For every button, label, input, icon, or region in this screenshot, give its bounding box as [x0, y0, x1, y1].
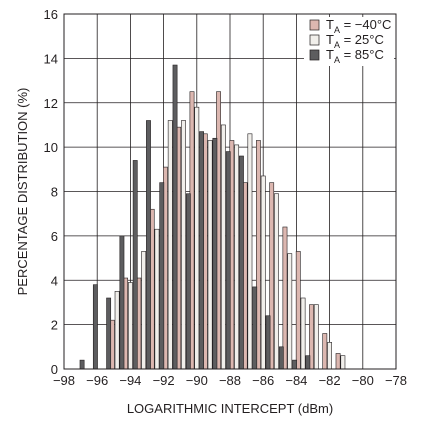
y-tick-label: 16: [44, 7, 58, 22]
x-tick-label: −86: [252, 373, 274, 388]
bar-series-3: [239, 155, 244, 370]
tick-labels: −98 −96 −94 −92 −90 −88 −86 −84 −82 −80 −78 0 2 4 6 8 10…: [44, 7, 408, 388]
bar-series-2: [114, 291, 120, 370]
bar-series-2: [207, 140, 213, 370]
x-tick-label: −94: [119, 373, 141, 388]
legend-swatch: [309, 49, 320, 61]
bar-series-1: [322, 333, 328, 370]
legend-label: TA = −40°C: [326, 17, 391, 35]
bar-series-3: [185, 193, 191, 370]
bar-series-2: [220, 124, 226, 370]
bar-series-3: [292, 359, 297, 370]
bars: [79, 64, 346, 370]
y-tick-label: 12: [44, 96, 58, 111]
bar-series-2: [340, 355, 346, 370]
x-tick-label: −92: [153, 373, 175, 388]
bar-series-2: [300, 297, 306, 370]
y-tick-label: 14: [44, 51, 58, 66]
bar-series-3: [265, 315, 271, 370]
bar-series-3: [278, 346, 284, 370]
bar-series-2: [141, 251, 147, 370]
x-tick-label: −80: [352, 373, 374, 388]
bar-series-3: [212, 137, 218, 370]
legend-swatch: [309, 34, 320, 46]
bar-series-3: [252, 286, 258, 370]
x-tick-label: −88: [219, 373, 241, 388]
x-axis-label: LOGARITHMIC INTERCEPT (dBm): [127, 401, 333, 416]
x-tick-label: −82: [319, 373, 341, 388]
bar-series-3: [79, 359, 85, 370]
bar-series-2: [154, 228, 160, 370]
bar-series-2: [287, 253, 293, 370]
bar-series-2: [247, 133, 253, 370]
legend-swatch: [309, 19, 320, 31]
y-tick-label: 6: [51, 229, 58, 244]
bar-series-3: [199, 131, 204, 370]
bar-series-3: [305, 355, 311, 370]
y-tick-label: 4: [51, 273, 58, 288]
bar-series-2: [167, 120, 173, 370]
legend-label: TA = 85°C: [326, 47, 384, 65]
bar-series-1: [295, 251, 301, 370]
bar-series-2: [128, 282, 133, 370]
legend-label: TA = 25°C: [326, 32, 384, 50]
y-tick-label: 2: [51, 318, 58, 333]
x-tick-label: −84: [285, 373, 307, 388]
bar-series-3: [225, 151, 231, 370]
bar-series-2: [260, 175, 266, 370]
x-tick-label: −96: [86, 373, 108, 388]
x-tick-label: −98: [53, 373, 75, 388]
bar-series-1: [335, 353, 341, 370]
y-tick-label: 0: [51, 362, 58, 377]
bar-series-3: [132, 160, 138, 370]
x-tick-label: −90: [186, 373, 208, 388]
plot-frame: [63, 13, 397, 370]
y-axis-label: PERCENTAGE DISTRIBUTION (%): [15, 88, 30, 296]
y-tick-label: 8: [51, 185, 58, 200]
y-tick-label: 10: [44, 140, 58, 155]
bar-series-3: [172, 64, 178, 370]
bar-series-2: [274, 193, 279, 370]
bar-series-2: [313, 304, 319, 370]
bar-series-3: [159, 182, 165, 370]
bar-series-3: [106, 297, 112, 370]
bar-series-3: [119, 235, 125, 370]
legend: TA = −40°CTA = 25°CTA = 85°C: [304, 17, 394, 66]
bar-series-2: [234, 144, 240, 370]
x-tick-label: −78: [385, 373, 407, 388]
bar-series-2: [194, 106, 200, 370]
bar-series-2: [327, 342, 332, 370]
bar-series-3: [146, 120, 151, 370]
bar-series-3: [92, 284, 98, 370]
bar-series-2: [181, 120, 186, 370]
